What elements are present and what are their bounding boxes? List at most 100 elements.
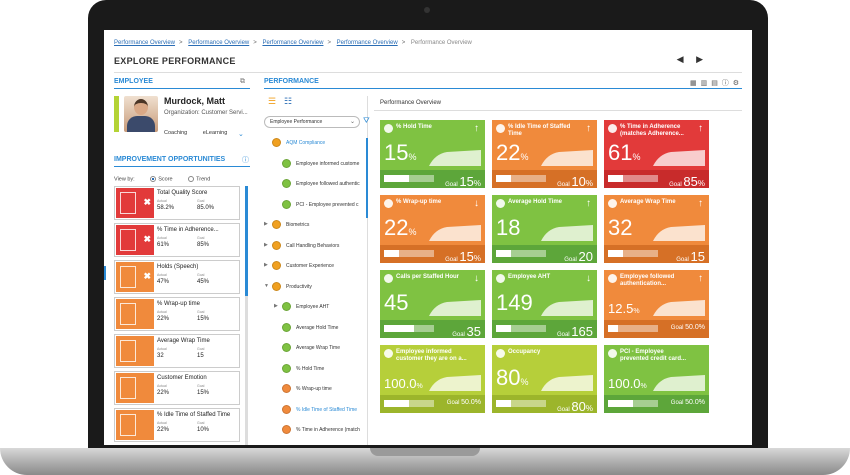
tile-goal: Goal 80% bbox=[557, 399, 593, 413]
expand-arrow-icon[interactable]: ▶ bbox=[264, 241, 268, 248]
goal-unit: % bbox=[473, 179, 481, 188]
tree-node-label: Average Wrap Time bbox=[296, 345, 341, 351]
breadcrumb-link[interactable]: Performance Overview bbox=[114, 40, 176, 46]
radio-trend[interactable] bbox=[188, 176, 195, 182]
kpi-tile[interactable]: Employee followed authentication... ↑ 12.5… bbox=[604, 270, 709, 338]
kpi-tile[interactable]: Occupancy 80% Goal 80% bbox=[492, 345, 597, 413]
tree-node[interactable]: ▶ Biometrics bbox=[264, 216, 364, 235]
tree-node[interactable]: Average Hold Time bbox=[264, 319, 364, 338]
tile-top: Employee AHT ↓ 149 bbox=[492, 270, 597, 320]
tile-value: 12.5% bbox=[608, 301, 640, 316]
goal-value: 15 bbox=[197, 353, 204, 359]
page-nav-arrows[interactable]: ◀ ▶ bbox=[676, 54, 708, 64]
scrollbar[interactable] bbox=[245, 186, 248, 445]
expand-arrow-icon[interactable]: ▶ bbox=[264, 262, 268, 268]
opportunity-card[interactable]: ✖ % Time in Adherence... Actual Goal 61% 85% bbox=[114, 223, 240, 257]
mini-chart bbox=[120, 377, 136, 399]
tile-goal: Goal 85% bbox=[669, 174, 705, 188]
kpi-tile[interactable]: Employee AHT ↓ 149 Goal 165 bbox=[492, 270, 597, 338]
list-view-icon[interactable]: ▤ bbox=[711, 80, 719, 87]
progress-meter bbox=[496, 400, 546, 407]
trend-arrow-icon: ↑ bbox=[586, 123, 591, 134]
trend-arrow-icon: ↑ bbox=[474, 123, 479, 134]
kpi-tile[interactable]: % Time in Adherence (matches Adherence..… bbox=[604, 120, 709, 188]
metric-icon bbox=[608, 274, 617, 283]
goal-label: Goal bbox=[452, 332, 467, 338]
chevron-down-icon[interactable]: ⌄ bbox=[238, 131, 244, 138]
opportunity-card[interactable]: ✖ Total Quality Score Actual Goal 58.2% 85.0% bbox=[114, 186, 240, 220]
tree-node[interactable]: ▶ Customer Experience bbox=[264, 257, 364, 276]
scrollbar-thumb[interactable] bbox=[245, 186, 248, 296]
kpi-tile[interactable]: Average Hold Time ↑ 18 Goal 20 bbox=[492, 195, 597, 263]
radio-score[interactable] bbox=[150, 176, 157, 182]
goal-label: Goal bbox=[197, 384, 205, 388]
kpi-tile[interactable]: Average Wrap Time ↑ 32 Goal 15 bbox=[604, 195, 709, 263]
tree-scrollbar[interactable] bbox=[366, 138, 368, 218]
goal-unit: % bbox=[585, 179, 593, 188]
actual-label: Actual bbox=[157, 199, 167, 203]
tree-node[interactable]: % Idle Time of Staffed Time bbox=[264, 401, 364, 420]
trend-sparkline bbox=[541, 150, 593, 166]
opportunity-card[interactable]: % Idle Time of Staffed Time Actual Goal 22%… bbox=[114, 408, 240, 442]
kpi-tile[interactable]: % Idle Time of Staffed Time ↑ 22% Goal 10% bbox=[492, 120, 597, 188]
expand-arrow-icon[interactable]: ▶ bbox=[264, 221, 268, 227]
tile-top: Average Wrap Time ↑ 32 bbox=[604, 195, 709, 245]
opportunity-label: Holds (Speech) bbox=[157, 264, 199, 270]
progress-fill bbox=[384, 325, 414, 332]
expand-arrow-icon[interactable]: ▶ bbox=[274, 303, 278, 309]
filter-icon[interactable]: ⛛ bbox=[363, 116, 370, 125]
tree-node[interactable]: Employee informed custome bbox=[264, 155, 364, 174]
metric-chart-icon bbox=[116, 410, 154, 440]
breadcrumb-link[interactable]: Performance Overview bbox=[336, 40, 398, 46]
tree-node[interactable]: % Time in Adherence (match bbox=[264, 421, 364, 440]
tree-node[interactable]: Average Wrap Time bbox=[264, 339, 364, 358]
grid-view-icon[interactable]: ▦ bbox=[690, 80, 698, 87]
expand-arrow-icon[interactable]: ▼ bbox=[264, 282, 269, 289]
employee-name: Murdock, Matt bbox=[164, 96, 226, 106]
employee-tabs: Coaching eLearning bbox=[164, 130, 241, 136]
goal-value: 15% bbox=[197, 390, 210, 396]
kpi-tile[interactable]: PCI - Employee prevented credit card... 1… bbox=[604, 345, 709, 413]
help-icon[interactable]: ⓘ bbox=[242, 157, 249, 164]
tree-expand-icon[interactable]: ☰ bbox=[268, 96, 277, 106]
tree-list-icon[interactable]: ☷ bbox=[284, 96, 293, 106]
tile-value-unit: % bbox=[416, 383, 423, 390]
opportunity-card[interactable]: Customer Emotion Actual Goal 22% 15% bbox=[114, 371, 240, 405]
tile-bottom: Goal 35 bbox=[380, 320, 485, 338]
kpi-tile[interactable]: % Wrap-up time ↓ 22% Goal 15% bbox=[380, 195, 485, 263]
opportunity-card[interactable]: ✖ Holds (Speech) Actual Goal 47% 45% bbox=[114, 260, 240, 294]
tree-node[interactable]: AQM Compliance bbox=[264, 134, 364, 153]
kpi-tile[interactable]: Employee informed customer they are on a… bbox=[380, 345, 485, 413]
tree-node[interactable]: ▶ Call Handling Behaviors bbox=[264, 237, 364, 256]
breadcrumb-link[interactable]: Performance Overview bbox=[262, 40, 324, 46]
swap-icon[interactable]: ⧉ bbox=[240, 78, 245, 85]
tile-view-icon[interactable]: ▥ bbox=[700, 80, 709, 87]
tree-node[interactable]: ▶ Employee AHT bbox=[264, 298, 364, 317]
hierarchy-select[interactable]: Employee Performance ⌄ bbox=[264, 116, 360, 128]
tree-node[interactable]: % Wrap-up time bbox=[264, 380, 364, 399]
collapse-handle[interactable] bbox=[104, 266, 106, 280]
actual-label: Actual bbox=[157, 310, 167, 314]
metric-icon bbox=[384, 349, 393, 358]
divider bbox=[114, 166, 250, 167]
kpi-tile[interactable]: % Hold Time ↑ 15% Goal 15% bbox=[380, 120, 485, 188]
tree-node-label: Employee followed authentic bbox=[296, 181, 360, 187]
tree-node[interactable]: Employee followed authentic bbox=[264, 175, 364, 194]
tile-title: % Time in Adherence (matches Adherence..… bbox=[620, 124, 684, 137]
breadcrumb-link[interactable]: Performance Overview bbox=[188, 40, 250, 46]
help-icon[interactable]: ⓘ bbox=[721, 80, 730, 87]
opportunity-card[interactable]: % Wrap-up time Actual Goal 22% 15% bbox=[114, 297, 240, 331]
tree-node-label: AQM Compliance bbox=[286, 140, 326, 146]
opportunity-card[interactable]: Average Wrap Time Actual Goal 32 15 bbox=[114, 334, 240, 368]
tab-coaching[interactable]: Coaching bbox=[164, 130, 188, 136]
gear-icon[interactable]: ⚙ bbox=[732, 80, 740, 87]
trend-arrow-icon: ↓ bbox=[474, 198, 479, 209]
laptop-base bbox=[0, 448, 850, 475]
trend-arrow-icon: ↓ bbox=[586, 273, 591, 284]
actual-label: Actual bbox=[157, 384, 167, 388]
tab-elearning[interactable]: eLearning bbox=[202, 130, 228, 136]
kpi-tile[interactable]: Calls per Staffed Hour ↓ 45 Goal 35 bbox=[380, 270, 485, 338]
tree-node[interactable]: % Hold Time bbox=[264, 360, 364, 379]
tree-node[interactable]: PCI - Employee prevented c bbox=[264, 196, 364, 215]
tree-node[interactable]: ▼ Productivity bbox=[264, 278, 364, 297]
